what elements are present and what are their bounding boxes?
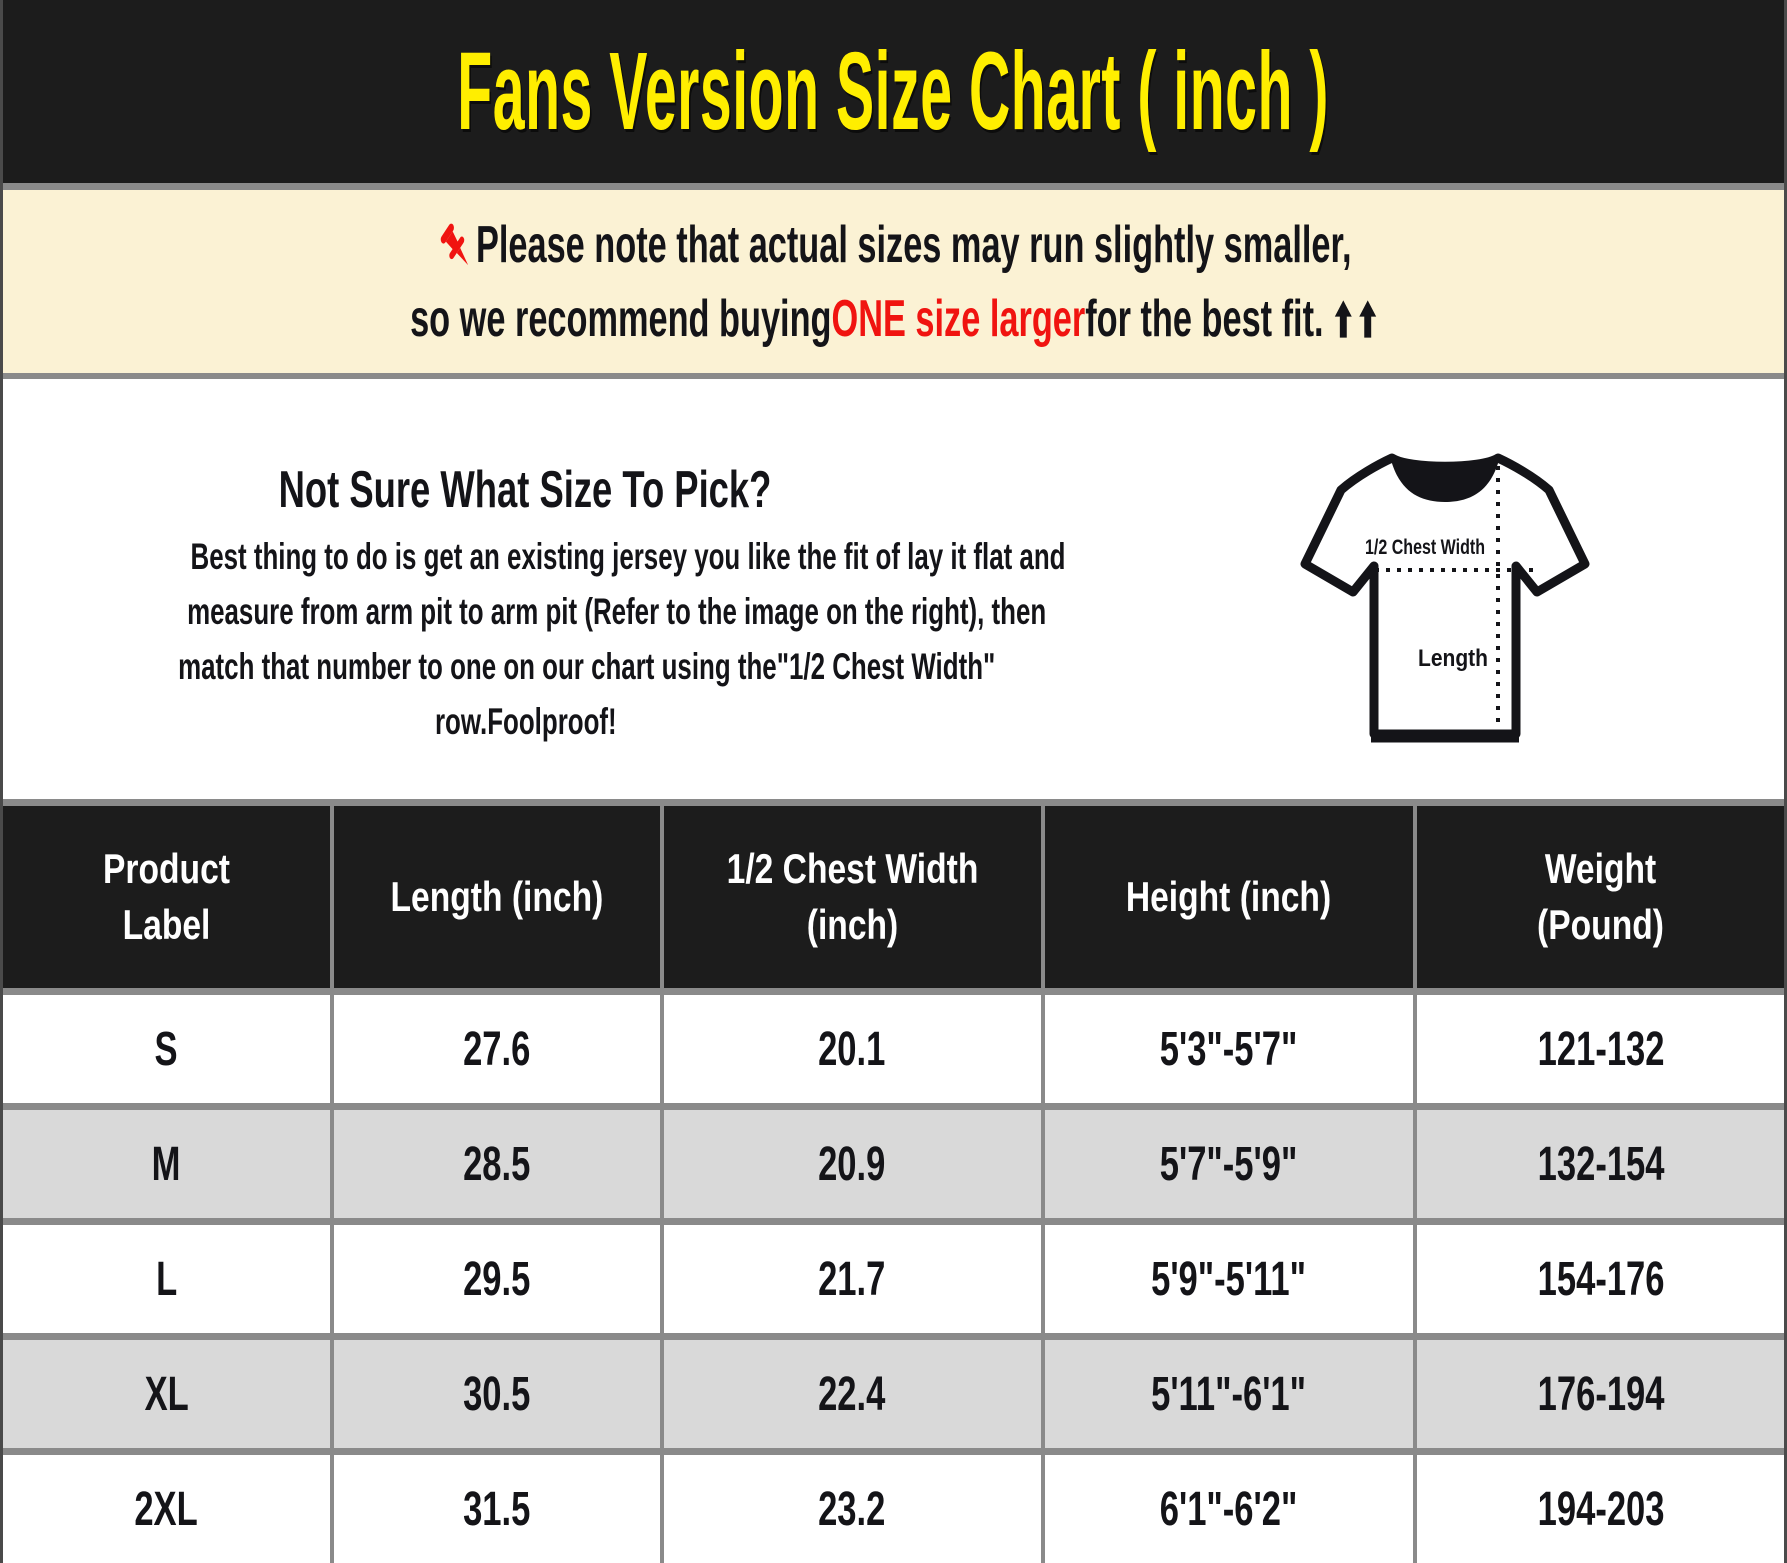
size-guide-line: match that number to one on our chart us…	[178, 646, 996, 687]
table-cell: 20.1	[664, 995, 1045, 1103]
up-arrows	[1334, 298, 1377, 340]
table-cell: XL	[3, 1340, 334, 1448]
table-header-row: Product Label Length (inch) 1/2 Chest Wi…	[3, 806, 1784, 988]
tshirt-icon: 1/2 Chest Width Length	[1300, 453, 1590, 743]
header-cell-length: Length (inch)	[333, 806, 664, 988]
table-cell: 23.2	[664, 1455, 1045, 1563]
note-line-1: Please note that actual sizes may run sl…	[435, 215, 1352, 275]
chest-width-label: 1/2 Chest Width	[1365, 536, 1485, 559]
table-row-m: M 28.5 20.9 5'7"-5'9" 132-154	[3, 1103, 1784, 1218]
table-cell: 154-176	[1537, 1252, 1665, 1306]
table-cell: 22.4	[664, 1340, 1045, 1448]
table-cell: S	[3, 995, 334, 1103]
note-line-2: so we recommend buying ONE size larger f…	[410, 289, 1377, 349]
table-cell: 121-132	[1537, 1022, 1665, 1076]
table-cell: 194-203	[1537, 1482, 1665, 1536]
table-cell: M	[3, 1110, 334, 1218]
size-guide-heading: Not Sure What Size To Pick?	[279, 461, 772, 519]
tshirt-collar	[1390, 456, 1500, 502]
note-highlight: ONE size larger	[831, 289, 1086, 348]
header-cell-chest-width: 1/2 Chest Width (inch)	[663, 806, 1045, 988]
header-cell-product-label: Product Label	[3, 806, 334, 988]
page-title: Fans Version Size Chart ( inch )	[457, 30, 1330, 153]
table-cell: 28.5	[334, 1110, 664, 1218]
note-banner: Please note that actual sizes may run sl…	[3, 190, 1784, 379]
pushpin-icon	[440, 223, 469, 265]
size-table: Product Label Length (inch) 1/2 Chest Wi…	[3, 799, 1784, 1563]
table-row-s: S 27.6 20.1 5'3"-5'7" 121-132	[3, 988, 1784, 1103]
title-bar: Fans Version Size Chart ( inch )	[3, 0, 1784, 190]
table-cell: 27.6	[334, 995, 664, 1103]
table-cell: 30.5	[334, 1340, 664, 1448]
table-cell: 6'1"-6'2"	[1045, 1455, 1418, 1563]
table-cell: L	[3, 1225, 334, 1333]
size-guide-body: Best thing to do is get an existing jers…	[3, 529, 1066, 749]
size-guide-line: row.Foolproof!	[434, 701, 617, 742]
table-row-2xl: 2XL 31.5 23.2 6'1"-6'2" 194-203	[3, 1448, 1784, 1563]
size-guide-line: Best thing to do is get an existing jers…	[190, 536, 1066, 577]
up-arrow-icon	[1359, 299, 1377, 338]
table-cell: 5'9"-5'11"	[1045, 1225, 1418, 1333]
size-guide-line: measure from arm pit to arm pit (Refer t…	[187, 591, 1047, 632]
table-cell: 5'11"-6'1"	[1045, 1340, 1418, 1448]
up-arrow-icon	[1334, 299, 1352, 338]
table-cell: 20.9	[664, 1110, 1045, 1218]
table-cell: 31.5	[334, 1455, 664, 1563]
length-label: Length	[1418, 645, 1488, 672]
size-guide-section: Not Sure What Size To Pick? Best thing t…	[3, 379, 1784, 799]
table-cell: 5'3"-5'7"	[1045, 995, 1418, 1103]
table-cell: 21.7	[664, 1225, 1045, 1333]
size-guide-text: Not Sure What Size To Pick? Best thing t…	[3, 379, 1066, 749]
table-cell: 132-154	[1537, 1137, 1665, 1191]
table-cell: 29.5	[334, 1225, 664, 1333]
table-cell: 5'7"-5'9"	[1045, 1110, 1418, 1218]
table-cell: 176-194	[1537, 1367, 1665, 1421]
note-text-2-suffix: for the best fit.	[1085, 289, 1324, 348]
table-row-xl: XL 30.5 22.4 5'11"-6'1" 176-194	[3, 1333, 1784, 1448]
note-text-1: Please note that actual sizes may run sl…	[476, 215, 1352, 274]
table-row-l: L 29.5 21.7 5'9"-5'11" 154-176	[3, 1218, 1784, 1333]
table-cell: 2XL	[3, 1455, 334, 1563]
tshirt-diagram: 1/2 Chest Width Length	[1295, 435, 1595, 765]
header-cell-height: Height (inch)	[1044, 806, 1418, 988]
note-text-2-prefix: so we recommend buying	[410, 289, 832, 348]
header-cell-weight: Weight (Pound)	[1417, 806, 1784, 988]
